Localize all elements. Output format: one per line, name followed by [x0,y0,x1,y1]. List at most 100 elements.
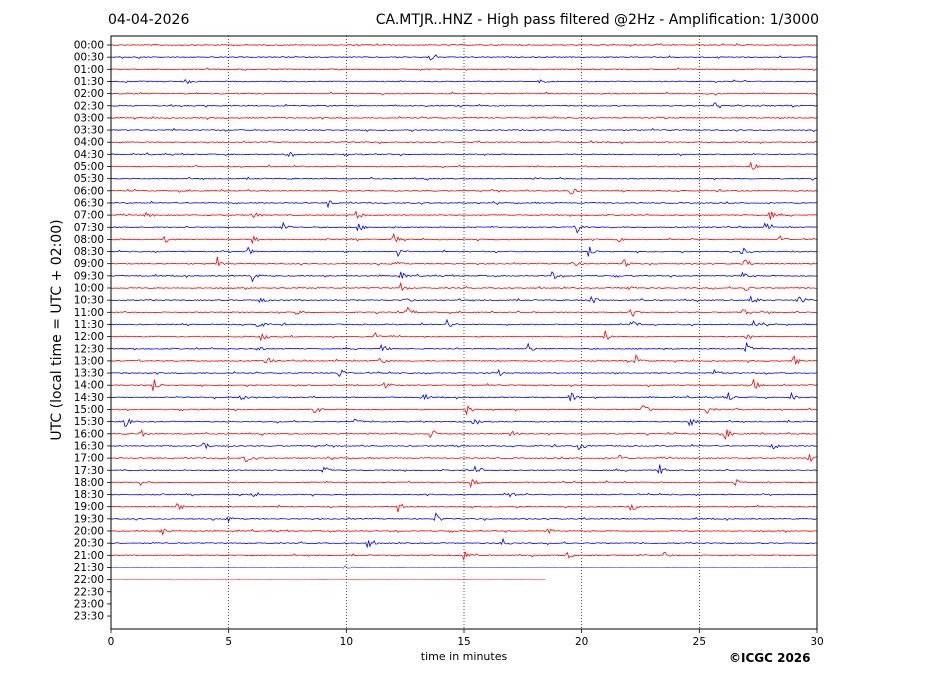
y-tick-label: 02:00 [74,88,104,100]
y-tick-label: 10:00 [74,283,104,295]
y-tick-label: 22:00 [74,574,104,586]
trace-1430 [110,391,817,402]
chart-title: CA.MTJR..HNZ - High pass filtered @2Hz -… [375,12,819,28]
y-tick-label: 04:00 [74,137,104,149]
y-tick-label: 13:30 [74,368,104,380]
trace-0500 [110,161,817,170]
trace-0230 [110,102,817,109]
trace-0130 [110,78,817,85]
trace-0830 [110,246,817,258]
y-tick-label: 10:30 [74,295,104,307]
trace-1600 [110,429,817,440]
trace-1930 [110,512,817,523]
date-label: 04-04-2026 [108,12,190,28]
y-tick-label: 22:30 [74,586,104,598]
y-tick-label: 14:30 [74,392,104,404]
trace-1830 [110,491,817,498]
trace-1230 [110,342,817,353]
trace-0300 [110,116,817,120]
y-tick-label: 00:30 [74,52,104,64]
y-tick-label: 04:30 [74,149,104,161]
y-tick-label: 23:00 [74,598,104,610]
y-tick-label: 03:00 [74,112,104,124]
y-tick-label: 06:00 [74,185,104,197]
trace-1130 [110,318,817,327]
trace-1800 [110,478,817,489]
y-tick-label: 19:30 [74,513,104,525]
trace-0200 [110,91,817,96]
trace-1700 [110,454,817,463]
trace-1000 [110,281,817,292]
trace-2100 [110,551,817,562]
trace-2130 [110,565,817,569]
trace-1300 [110,354,817,365]
y-tick-label: 11:00 [74,307,104,319]
x-tick-label: 15 [457,636,470,648]
y-tick-label: 18:30 [74,489,104,501]
trace-1500 [110,405,817,416]
x-tick-label: 10 [340,636,353,648]
y-tick-label: 00:00 [74,40,104,52]
trace-0730 [110,221,817,234]
y-tick-label: 02:30 [74,100,104,112]
trace-1330 [110,368,817,377]
y-tick-label: 08:00 [74,234,104,246]
trace-0000 [110,42,817,47]
y-tick-label: 08:30 [74,246,104,258]
trace-1730 [110,464,817,474]
trace-1630 [110,442,817,451]
trace-1200 [110,330,817,342]
y-tick-label: 21:00 [74,550,104,562]
x-tick-label: 25 [693,636,706,648]
trace-1400 [110,379,817,391]
x-tick-label: 0 [108,636,115,648]
copyright-label: ©ICGC 2026 [729,651,811,665]
y-tick-label: 17:00 [74,453,104,465]
y-tick-label: 19:00 [74,501,104,513]
y-tick-label: 16:00 [74,428,104,440]
y-tick-label: 07:30 [74,222,104,234]
trace-0630 [110,200,817,209]
y-tick-label: 14:00 [74,380,104,392]
y-tick-label: 09:30 [74,270,104,282]
y-tick-label: 23:30 [74,611,104,623]
trace-1900 [110,503,817,513]
trace-0330 [110,127,817,133]
trace-2000 [110,528,817,536]
trace-1100 [110,306,817,317]
y-tick-label: 05:30 [74,173,104,185]
y-tick-label: 15:30 [74,416,104,428]
y-tick-label: 01:00 [74,64,104,76]
y-tick-label: 16:30 [74,440,104,452]
trace-2030 [110,537,817,549]
y-tick-label: 12:00 [74,331,104,343]
y-tick-label: 17:30 [74,465,104,477]
y-tick-label: 06:30 [74,197,104,209]
trace-0800 [110,232,817,245]
trace-0100 [110,67,817,72]
trace-1030 [110,294,817,304]
trace-0030 [110,54,817,61]
y-tick-label: 07:00 [74,210,104,222]
y-tick-label: 18:00 [74,477,104,489]
y-tick-label: 20:30 [74,538,104,550]
y-tick-label: 03:30 [74,125,104,137]
trace-0430 [110,151,817,158]
x-tick-label: 5 [225,636,232,648]
y-tick-label: 09:00 [74,258,104,270]
y-tick-label: 15:00 [74,404,104,416]
y-tick-label: 21:30 [74,562,104,574]
x-axis-label: time in minutes [420,650,508,663]
x-tick-label: 20 [575,636,588,648]
trace-1530 [110,418,817,427]
trace-0600 [110,188,817,195]
trace-0400 [110,140,817,145]
trace-0930 [110,271,817,283]
y-tick-label: 12:30 [74,343,104,355]
y-tick-label: 01:30 [74,76,104,88]
x-tick-label: 30 [810,636,823,648]
trace-0900 [110,256,817,268]
y-tick-label: 11:30 [74,319,104,331]
y-tick-label: 13:00 [74,355,104,367]
